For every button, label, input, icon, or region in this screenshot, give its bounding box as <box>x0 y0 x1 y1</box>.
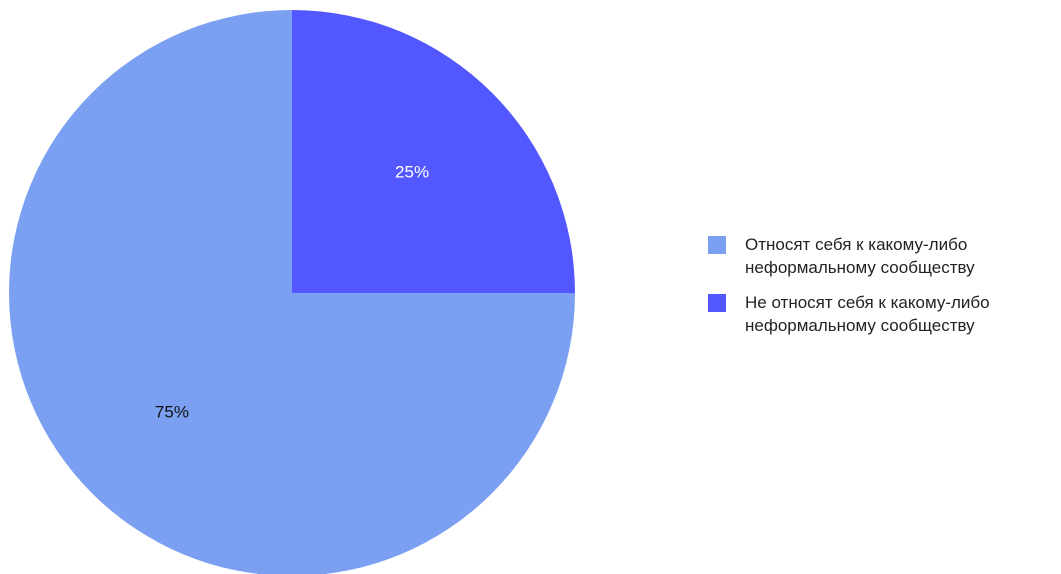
legend-label: Не относят себя к какому-либо неформальн… <box>745 293 990 335</box>
slice-data-label: 25% <box>395 162 429 181</box>
legend-item: Не относят себя к какому-либо неформальн… <box>708 291 1058 337</box>
legend-item: Относят себя к какому-либо неформальному… <box>708 233 1058 279</box>
pie-slice <box>292 10 575 293</box>
pie-slice <box>9 10 575 574</box>
legend: Относят себя к какому-либо неформальному… <box>708 233 1058 349</box>
legend-swatch <box>708 236 726 254</box>
slice-data-label: 75% <box>155 403 189 422</box>
legend-label: Относят себя к какому-либо неформальному… <box>745 235 975 277</box>
legend-swatch <box>708 294 726 312</box>
